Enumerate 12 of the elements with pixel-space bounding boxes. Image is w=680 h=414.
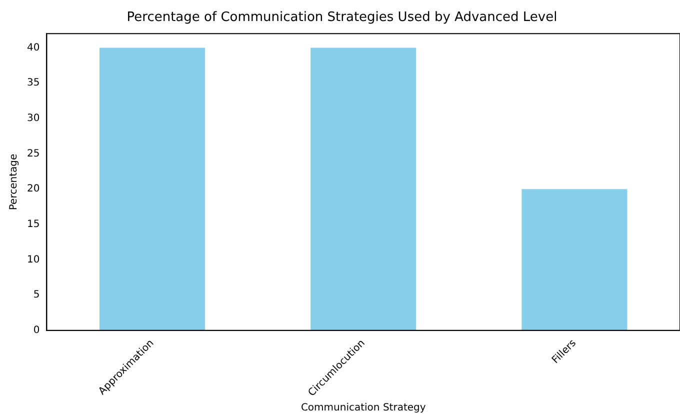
y-tick-label: 25 <box>26 148 40 160</box>
y-tick-label: 35 <box>26 78 40 89</box>
y-tick-label: 20 <box>26 184 40 195</box>
y-tick-label: 0 <box>33 324 40 336</box>
y-tick-label: 5 <box>33 290 40 301</box>
y-tick-label: 40 <box>26 42 40 54</box>
y-tick-label: 30 <box>26 112 40 124</box>
y-tick-label: 10 <box>26 254 40 266</box>
y-tick-label: 15 <box>26 218 40 230</box>
x-axis-title: Communication Strategy <box>300 402 426 414</box>
chart-title: Percentage of Communication Strategies Used by Advanced Level <box>126 10 558 26</box>
y-axis-title: Percentage <box>8 154 20 210</box>
